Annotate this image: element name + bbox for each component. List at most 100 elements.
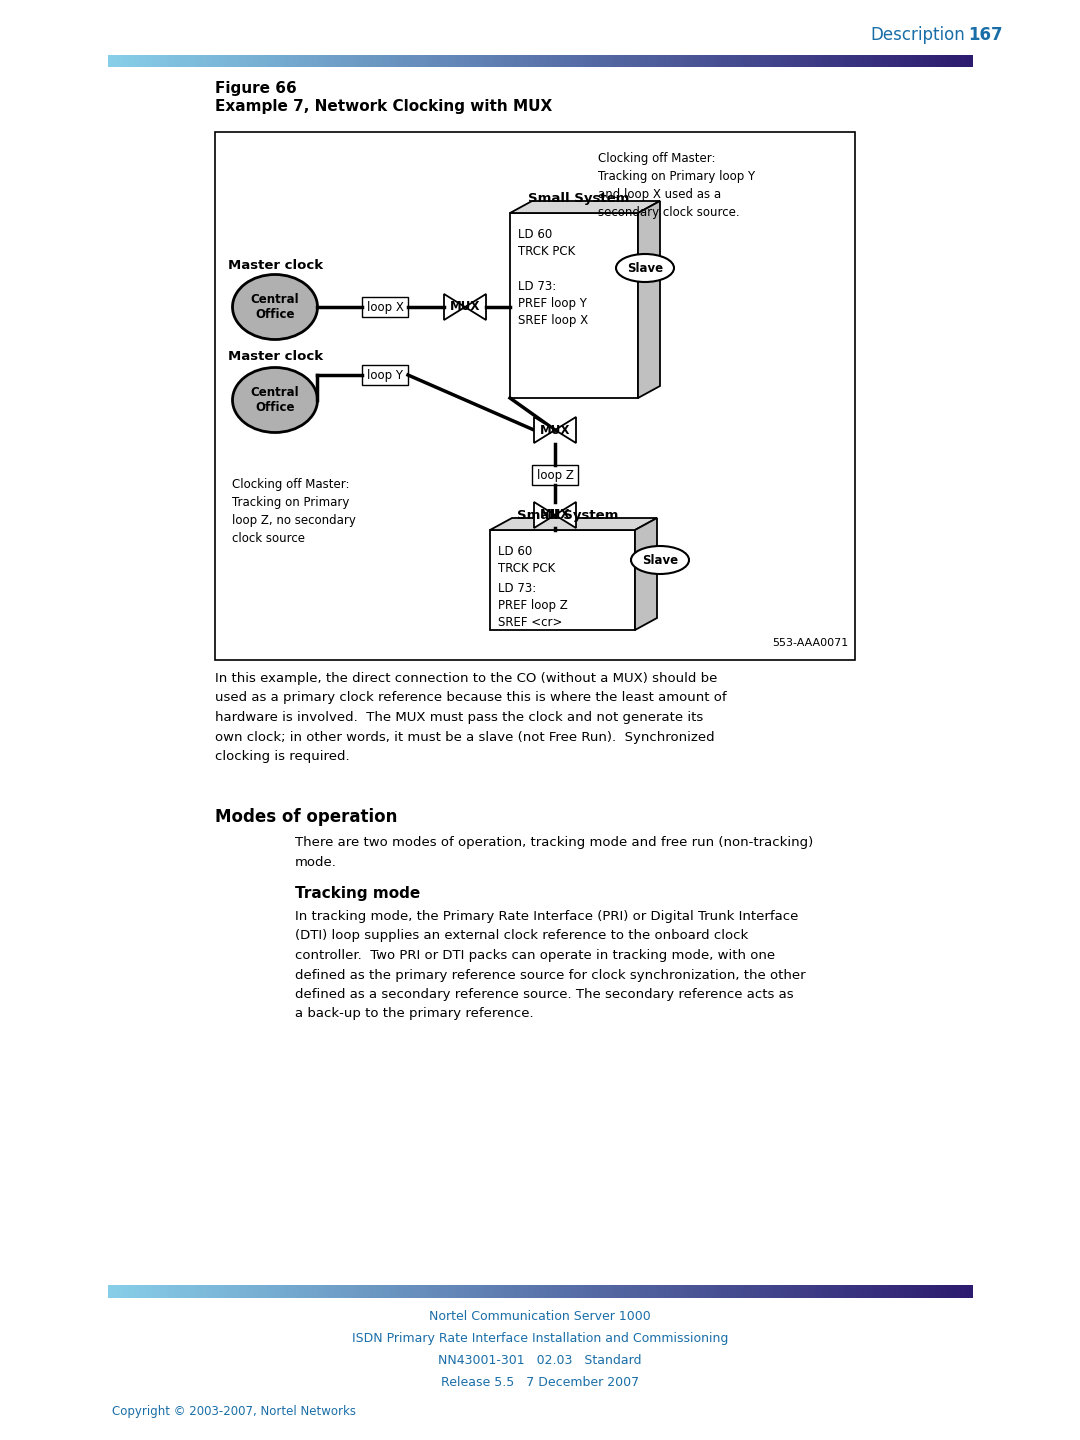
Bar [609, 55, 612, 68]
Bar [897, 1284, 901, 1297]
Bar [402, 55, 405, 68]
Bar [785, 1284, 788, 1297]
Bar [811, 55, 814, 68]
Polygon shape [555, 418, 576, 444]
Bar [756, 1284, 759, 1297]
Bar [160, 1284, 163, 1297]
Bar [937, 1284, 941, 1297]
Bar [848, 55, 851, 68]
Bar [779, 55, 782, 68]
Bar [886, 55, 889, 68]
Bar [267, 1284, 270, 1297]
Polygon shape [534, 418, 555, 444]
Bar [367, 1284, 370, 1297]
Bar [474, 1284, 477, 1297]
Bar [370, 55, 374, 68]
Bar [362, 55, 365, 68]
Bar [828, 1284, 832, 1297]
Bar [860, 1284, 863, 1297]
Bar [424, 55, 428, 68]
Bar [868, 1284, 872, 1297]
Text: In tracking mode, the Primary Rate Interface (PRI) or Digital Trunk Interface
(D: In tracking mode, the Primary Rate Inter… [295, 910, 806, 1021]
Bar [831, 1284, 834, 1297]
Bar [727, 55, 730, 68]
Bar [652, 55, 656, 68]
Bar [345, 1284, 348, 1297]
Bar [586, 55, 590, 68]
Bar [900, 55, 903, 68]
Bar [782, 55, 785, 68]
Bar [595, 1284, 598, 1297]
Bar [511, 55, 514, 68]
Bar [649, 1284, 652, 1297]
Bar [839, 1284, 842, 1297]
Bar [410, 55, 414, 68]
Text: MUX: MUX [540, 508, 570, 521]
Text: Description: Description [870, 26, 966, 45]
Bar [747, 1284, 751, 1297]
Bar [249, 55, 253, 68]
Bar [172, 55, 175, 68]
Bar [509, 1284, 512, 1297]
Text: MUX: MUX [449, 301, 481, 314]
Bar [327, 1284, 330, 1297]
Bar [707, 55, 711, 68]
Bar [545, 55, 549, 68]
Bar [834, 1284, 837, 1297]
Bar [606, 55, 609, 68]
Bar [696, 55, 699, 68]
Bar [243, 55, 246, 68]
Bar [794, 55, 797, 68]
Bar [502, 55, 505, 68]
Bar [373, 1284, 376, 1297]
Bar [759, 55, 762, 68]
Bar [799, 1284, 802, 1297]
Bar [846, 55, 849, 68]
Polygon shape [555, 503, 576, 528]
Bar [364, 55, 367, 68]
Bar [174, 55, 177, 68]
Bar [796, 1284, 799, 1297]
Bar [269, 55, 272, 68]
Bar [232, 55, 235, 68]
Bar [960, 1284, 963, 1297]
Bar [476, 55, 480, 68]
Bar [552, 55, 555, 68]
Bar [143, 1284, 146, 1297]
Bar [510, 213, 638, 397]
Polygon shape [490, 518, 657, 530]
Bar [174, 1284, 177, 1297]
Bar [739, 55, 742, 68]
Bar [476, 1284, 480, 1297]
Bar [131, 1284, 134, 1297]
Bar [889, 1284, 892, 1297]
Bar [303, 55, 307, 68]
Bar [203, 1284, 206, 1297]
Bar [583, 55, 586, 68]
Bar [528, 55, 531, 68]
Bar [200, 55, 203, 68]
Bar [681, 1284, 685, 1297]
Bar [191, 55, 194, 68]
Bar [229, 1284, 232, 1297]
Bar [644, 1284, 647, 1297]
Bar [208, 55, 212, 68]
Bar [600, 55, 604, 68]
Bar [725, 55, 728, 68]
Bar [459, 55, 462, 68]
Text: 553-AAA0071: 553-AAA0071 [772, 638, 848, 648]
Bar [255, 1284, 258, 1297]
Bar [129, 1284, 132, 1297]
Bar [396, 55, 400, 68]
Text: Release 5.5   7 December 2007: Release 5.5 7 December 2007 [441, 1377, 639, 1390]
Bar [289, 1284, 293, 1297]
Bar [955, 55, 958, 68]
Bar [951, 1284, 955, 1297]
Bar [537, 1284, 540, 1297]
Bar [241, 55, 244, 68]
Bar [157, 55, 160, 68]
Bar [198, 1284, 201, 1297]
Bar [125, 1284, 129, 1297]
Bar [431, 55, 434, 68]
Bar [284, 1284, 287, 1297]
